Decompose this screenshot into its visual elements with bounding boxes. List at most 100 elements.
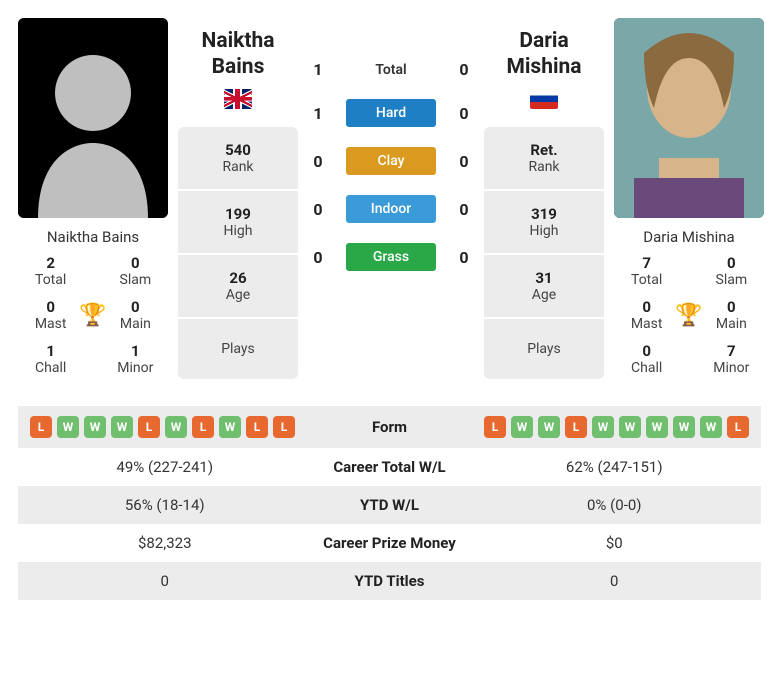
p2-name-under: Daria Mishina	[614, 218, 764, 254]
form-badge: W	[57, 416, 79, 438]
high-lbl: High	[184, 223, 292, 239]
p2-form: LWWLWWWWWL	[480, 416, 750, 438]
h2h-row: 1 Total 0	[308, 60, 474, 79]
h2h-label: Indoor	[346, 195, 436, 223]
form-badge: W	[646, 416, 668, 438]
form-badge: W	[673, 416, 695, 438]
p1-careerwl: 49% (227-241)	[30, 458, 300, 476]
h2h-p2: 0	[454, 60, 474, 79]
p2-fname: Daria	[519, 29, 568, 53]
h2h-p2: 0	[454, 104, 474, 123]
p1-main-val: 0	[107, 298, 164, 316]
form-badge: W	[700, 416, 722, 438]
p2-lname: Mishina	[506, 55, 581, 79]
p1-stats-card: 540Rank 199High 26Age Plays	[178, 127, 298, 379]
age-lbl: Age	[184, 287, 292, 303]
careerwl-row: 49% (227-241) Career Total W/L 62% (247-…	[18, 448, 761, 486]
uk-flag-icon	[224, 89, 252, 109]
form-lbl: Form	[300, 418, 480, 436]
p2-high: 319	[490, 205, 598, 223]
ytdwl-lbl: YTD W/L	[300, 496, 480, 514]
p1-rank: 540	[184, 141, 292, 159]
p2-photo	[614, 18, 764, 218]
h2h-label: Total	[346, 62, 436, 78]
mast-lbl-2: Mast	[618, 316, 675, 332]
form-badge: W	[111, 416, 133, 438]
p1-lname: Bains	[212, 55, 265, 79]
h2h-label: Clay	[346, 147, 436, 175]
plays-lbl: Plays	[184, 341, 292, 357]
trophy-icon: 🏆	[675, 303, 702, 328]
h2h-section: 1Total01Hard00Clay00Indoor00Grass0	[308, 18, 474, 271]
h2h-label: Hard	[346, 99, 436, 127]
ytdtitles-row: 0 YTD Titles 0	[18, 562, 761, 600]
chall-lbl-2: Chall	[618, 360, 675, 376]
ytdtitles-lbl: YTD Titles	[300, 572, 480, 590]
form-badge: W	[165, 416, 187, 438]
p2-mast-val: 0	[618, 298, 675, 316]
p2-ytdwl: 0% (0-0)	[480, 496, 750, 514]
p1-age: 26	[184, 269, 292, 287]
slam-lbl-2: Slam	[703, 272, 760, 288]
h2h-p2: 0	[454, 200, 474, 219]
h2h-row: 0Grass0	[308, 243, 474, 271]
h2h-p2: 0	[454, 152, 474, 171]
p1-ytdtitles: 0	[30, 572, 300, 590]
total-lbl-2: Total	[618, 272, 675, 288]
p2-total-val: 7	[618, 254, 675, 272]
p1-slam-val: 0	[107, 254, 164, 272]
chall-lbl: Chall	[22, 360, 79, 376]
form-badge: W	[219, 416, 241, 438]
trophy-icon: 🏆	[79, 303, 106, 328]
prize-row: $82,323 Career Prize Money $0	[18, 524, 761, 562]
p2-careerwl: 62% (247-151)	[480, 458, 750, 476]
p2-slam-val: 0	[703, 254, 760, 272]
p1-titles: 2Total 0Slam 0Mast 🏆 0Main 1Chall 1Minor	[18, 254, 168, 388]
minor-lbl: Minor	[107, 360, 164, 376]
h2h-p1: 0	[308, 152, 328, 171]
form-badge: W	[592, 416, 614, 438]
p1-name: Naiktha Bains	[202, 28, 275, 81]
form-badge: L	[565, 416, 587, 438]
p2-rank: Ret.	[490, 141, 598, 159]
form-row: LWWWLWLWLL Form LWWLWWWWWL	[18, 406, 761, 448]
p1-total-val: 2	[22, 254, 79, 272]
p1-high: 199	[184, 205, 292, 223]
form-badge: W	[84, 416, 106, 438]
form-badge: L	[30, 416, 52, 438]
p1-mast-val: 0	[22, 298, 79, 316]
p1-chall-val: 1	[22, 342, 79, 360]
top-section: Naiktha Bains 2Total 0Slam 0Mast 🏆 0Main…	[18, 18, 761, 388]
h2h-p1: 0	[308, 248, 328, 267]
p1-minor-val: 1	[107, 342, 164, 360]
h2h-row: 1 Hard 0	[308, 99, 474, 127]
slam-lbl: Slam	[107, 272, 164, 288]
ru-flag-icon	[530, 89, 558, 109]
comparison-table: LWWWLWLWLL Form LWWLWWWWWL 49% (227-241)…	[18, 406, 761, 600]
h2h-p1: 1	[308, 60, 328, 79]
careerwl-lbl: Career Total W/L	[300, 458, 480, 476]
p1-form: LWWWLWLWLL	[30, 416, 300, 438]
p1-ytdwl: 56% (18-14)	[30, 496, 300, 514]
p2-prize: $0	[480, 534, 750, 552]
form-badge: L	[246, 416, 268, 438]
form-badge: L	[192, 416, 214, 438]
plays-lbl-2: Plays	[490, 341, 598, 357]
main-lbl: Main	[107, 316, 164, 332]
h2h-p1: 1	[308, 104, 328, 123]
p2-minor-val: 7	[703, 342, 760, 360]
p1-photo	[18, 18, 168, 218]
p2-titles: 7Total 0Slam 0Mast 🏆 0Main 0Chall 7Minor	[614, 254, 764, 388]
p2-age: 31	[490, 269, 598, 287]
player-photo-icon	[614, 18, 764, 218]
p2-stats-card: Ret.Rank 319High 31Age Plays	[484, 127, 604, 379]
h2h-p1: 0	[308, 200, 328, 219]
form-badge: L	[273, 416, 295, 438]
p1-name-under: Naiktha Bains	[18, 218, 168, 254]
form-badge: L	[727, 416, 749, 438]
p1-photo-col: Naiktha Bains 2Total 0Slam 0Mast 🏆 0Main…	[18, 18, 168, 388]
p2-name: Daria Mishina	[506, 28, 581, 81]
minor-lbl-2: Minor	[703, 360, 760, 376]
form-badge: W	[619, 416, 641, 438]
rank-lbl: Rank	[184, 159, 292, 175]
